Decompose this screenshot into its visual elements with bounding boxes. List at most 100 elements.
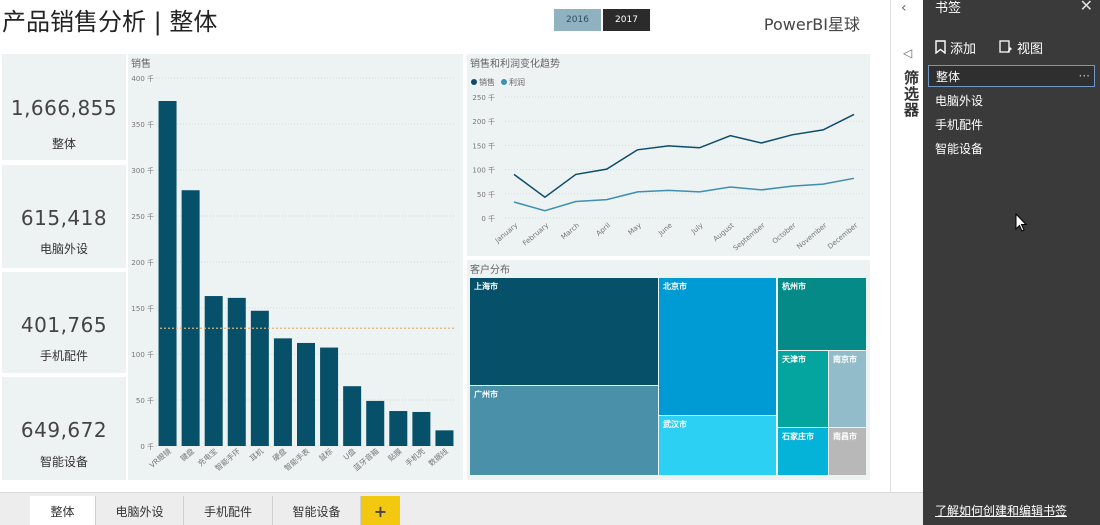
y-tick-label: 200 千 xyxy=(472,117,495,126)
treemap-cell[interactable]: 杭州市 xyxy=(778,278,866,350)
x-tick-label: 蓝牙音箱 xyxy=(351,446,381,473)
mouse-cursor-icon xyxy=(1015,213,1027,232)
y-tick-label: 150 千 xyxy=(472,141,495,150)
add-bookmark-label: 添加 xyxy=(950,41,977,57)
bar xyxy=(204,296,223,446)
chart-title: 销售 xyxy=(131,59,151,70)
x-tick-label: 鼠标 xyxy=(316,446,334,464)
x-tick-label: U盘 xyxy=(341,446,358,462)
kpi-value: 615,418 xyxy=(20,206,108,230)
kpi-card-pc-peripherals[interactable]: 615,418 电脑外设 xyxy=(2,165,126,268)
customer-treemap-panel[interactable]: 客户分布 上海市广州市 北京市武汉市 杭州市天津市 南京市石家庄市 南昌市 xyxy=(467,260,870,480)
bookmark-item-smart-devices[interactable]: 智能设备 xyxy=(928,137,1095,159)
treemap-cell[interactable]: 南昌市 xyxy=(829,428,866,475)
kpi-card-phone-accessories[interactable]: 401,765 手机配件 xyxy=(2,272,126,373)
trend-line-chart-panel[interactable]: 销售和利润变化趋势 0 千 50 千 100 千 150 千 200 千 250 千 销售 利… xyxy=(467,54,870,256)
filters-pane-collapsed[interactable]: ‹ ◁ 筛选器 xyxy=(890,0,923,492)
chart-title: 客户分布 xyxy=(470,265,510,276)
kpi-value: 649,672 xyxy=(20,418,108,442)
page-title: 产品销售分析 | 整体 xyxy=(2,8,218,36)
year-2017-button[interactable]: 2017 xyxy=(603,9,650,31)
x-tick-label: July xyxy=(689,221,705,236)
treemap-label: 杭州市 xyxy=(782,282,806,291)
y-tick-label: 300 千 xyxy=(131,166,154,175)
legend-marker xyxy=(471,79,477,85)
filter-icon: ◁ xyxy=(903,46,913,60)
series-line xyxy=(513,177,855,212)
x-tick-label: June xyxy=(656,221,674,238)
x-tick-label: 耳机 xyxy=(247,446,265,464)
treemap-cell[interactable]: 上海市 xyxy=(470,278,658,385)
page-tab-bar: 整体 电脑外设 手机配件 智能设备 + xyxy=(0,492,923,525)
bookmark-item-overall[interactable]: 整体 ··· xyxy=(928,65,1095,87)
kpi-value: 1,666,855 xyxy=(10,96,118,120)
customer-treemap: 上海市广州市 北京市武汉市 杭州市天津市 南京市石家庄市 南昌市 xyxy=(470,278,866,476)
bookmark-label: 整体 xyxy=(936,69,961,84)
y-tick-label: 200 千 xyxy=(131,258,154,267)
x-tick-label: March xyxy=(560,221,581,241)
kpi-label: 手机配件 xyxy=(39,349,88,363)
x-tick-label: 硬盘 xyxy=(270,446,288,464)
treemap-label: 南京市 xyxy=(833,355,857,364)
sales-bar-chart-panel[interactable]: 销售 0 千 50 千 100 千 150 千 200 千 250 千 300 千 350 千… xyxy=(128,54,463,480)
x-tick-label: 数据线 xyxy=(426,446,450,468)
bookmark-item-pc-peripherals[interactable]: 电脑外设 xyxy=(928,89,1095,111)
view-button[interactable]: 视图 xyxy=(999,38,1043,57)
x-tick-label: 智能手表 xyxy=(282,446,312,473)
brand-label: PowerBI星球 xyxy=(763,15,860,34)
bar xyxy=(435,430,454,446)
kpi-card-overall[interactable]: 1,666,855 整体 xyxy=(2,54,126,160)
bar xyxy=(297,342,315,446)
tab-overall[interactable]: 整体 xyxy=(30,496,96,525)
bar xyxy=(412,411,431,446)
y-tick-label: 400 千 xyxy=(131,74,154,83)
year-2016-button[interactable]: 2016 xyxy=(554,9,601,31)
kpi-value: 401,765 xyxy=(20,313,108,337)
x-tick-label: January xyxy=(493,221,519,245)
bar xyxy=(320,347,339,446)
bar xyxy=(181,190,200,446)
bookmark-label: 智能设备 xyxy=(935,141,984,156)
chart-title: 销售和利润变化趋势 xyxy=(470,59,560,70)
kpi-label: 整体 xyxy=(51,137,76,151)
y-tick-label: 0 千 xyxy=(481,214,495,223)
add-bookmark-button[interactable]: 添加 xyxy=(935,38,977,57)
treemap-label: 广州市 xyxy=(474,390,498,399)
treemap-cell[interactable]: 天津市 xyxy=(778,351,828,427)
tab-smart-devices[interactable]: 智能设备 xyxy=(273,496,361,525)
bookmark-item-phone-accessories[interactable]: 手机配件 xyxy=(928,113,1095,135)
bookmark-icon xyxy=(935,40,946,54)
kpi-label: 智能设备 xyxy=(39,455,88,469)
view-icon xyxy=(999,40,1012,53)
bookmarks-title: 书签 xyxy=(935,1,962,16)
treemap-cell[interactable]: 北京市 xyxy=(659,278,776,415)
x-tick-label: 键盘 xyxy=(178,446,196,464)
bar xyxy=(273,338,292,446)
tab-pc-peripherals[interactable]: 电脑外设 xyxy=(96,496,184,525)
add-page-button[interactable]: + xyxy=(361,496,400,525)
chevron-left-icon[interactable]: ‹ xyxy=(901,0,907,16)
treemap-label: 上海市 xyxy=(474,282,498,291)
bar xyxy=(250,310,269,446)
treemap-label: 武汉市 xyxy=(663,420,687,429)
learn-bookmarks-link[interactable]: 了解如何创建和编辑书签 xyxy=(935,504,1068,518)
x-tick-label: November xyxy=(795,221,828,251)
report-canvas: 产品销售分析 | 整体 2016 2017 PowerBI星球 1,666,85… xyxy=(2,8,870,480)
kpi-card-smart-devices[interactable]: 649,672 智能设备 xyxy=(2,377,126,480)
treemap-label: 天津市 xyxy=(782,355,806,364)
filters-label[interactable]: 筛选器 xyxy=(902,70,920,118)
bar xyxy=(343,386,362,446)
legend-label: 销售 xyxy=(479,77,495,87)
legend-marker xyxy=(501,79,507,85)
sales-bar-chart: 0 千 50 千 100 千 150 千 200 千 250 千 300 千 350 千 400… xyxy=(131,74,456,473)
treemap-cell[interactable]: 南京市 xyxy=(829,351,866,427)
treemap-cell[interactable]: 石家庄市 xyxy=(778,428,828,475)
treemap-cell[interactable]: 广州市 xyxy=(470,386,658,475)
x-tick-label: 贴膜 xyxy=(386,446,404,464)
close-icon[interactable]: ✕ xyxy=(1079,0,1093,15)
tab-phone-accessories[interactable]: 手机配件 xyxy=(184,496,273,525)
treemap-cell[interactable]: 武汉市 xyxy=(659,416,776,475)
more-options-icon[interactable]: ··· xyxy=(1078,69,1090,83)
bar xyxy=(389,411,408,446)
